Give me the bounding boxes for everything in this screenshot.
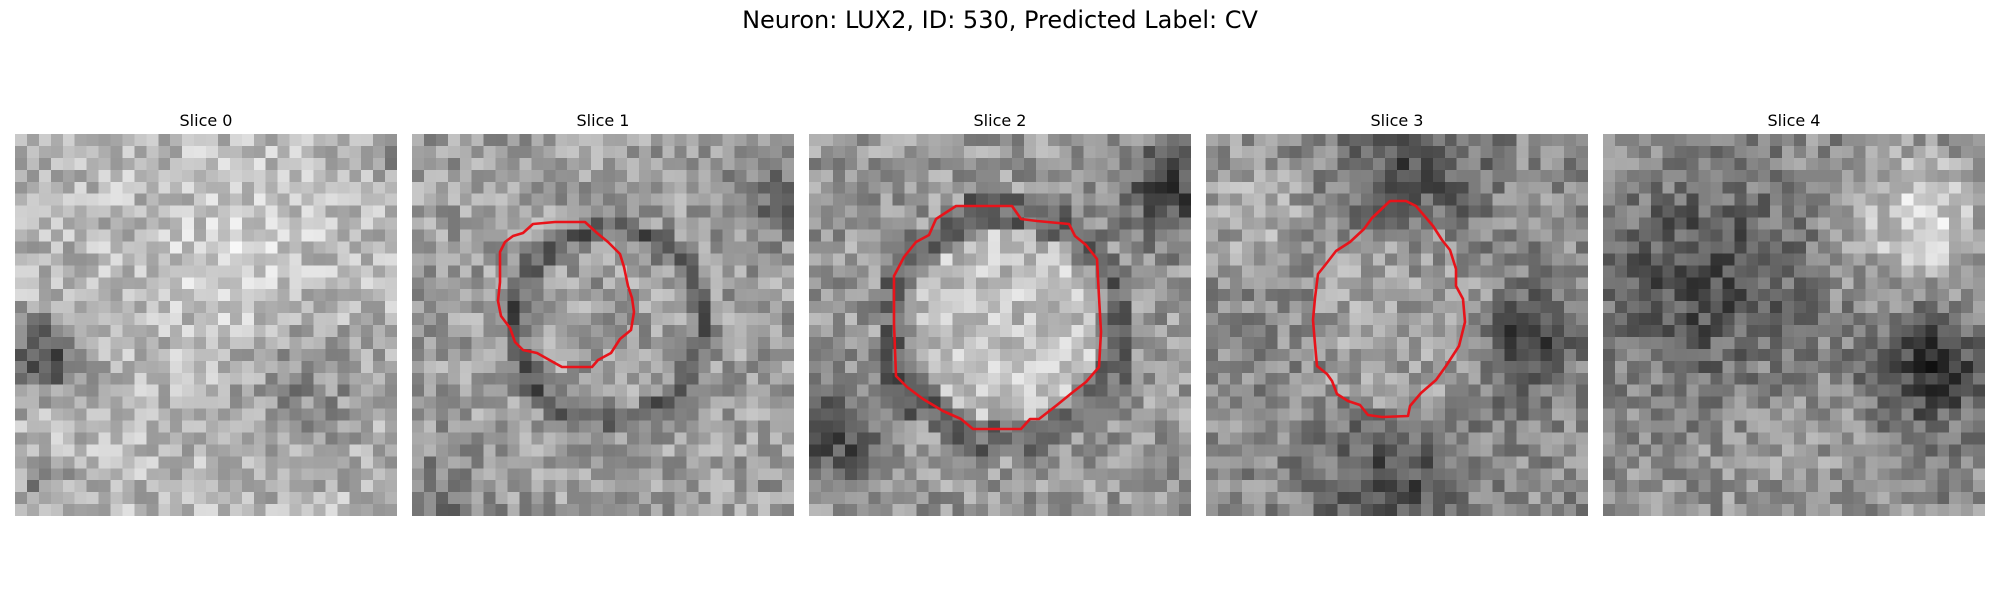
slice-title-3: Slice 3 <box>1370 111 1424 130</box>
slice-image-2 <box>809 134 1191 516</box>
slice-panel-2: Slice 2 <box>809 108 1191 516</box>
roi-contour-2 <box>892 204 1103 431</box>
slice-title-0: Slice 0 <box>179 111 233 130</box>
figure-title: Neuron: LUX2, ID: 530, Predicted Label: … <box>742 6 1258 34</box>
slice-image-1 <box>412 134 794 516</box>
roi-contour-3 <box>1311 199 1467 419</box>
slice-panel-4: Slice 4 <box>1603 108 1985 516</box>
slice-title-1: Slice 1 <box>576 111 630 130</box>
contour-overlay-2 <box>892 204 1103 431</box>
slice-panel-3: Slice 3 <box>1206 108 1588 516</box>
slice-title-4: Slice 4 <box>1767 111 1821 130</box>
slice-title-2: Slice 2 <box>973 111 1027 130</box>
roi-contour-1 <box>496 220 636 369</box>
slice-image-3 <box>1206 134 1588 516</box>
slice-panel-1: Slice 1 <box>412 108 794 516</box>
slice-panel-0: Slice 0 <box>15 108 397 516</box>
contour-overlay-3 <box>1311 199 1467 419</box>
slice-image-4 <box>1603 134 1985 516</box>
contour-overlay-1 <box>496 220 636 369</box>
slice-image-0 <box>15 134 397 516</box>
